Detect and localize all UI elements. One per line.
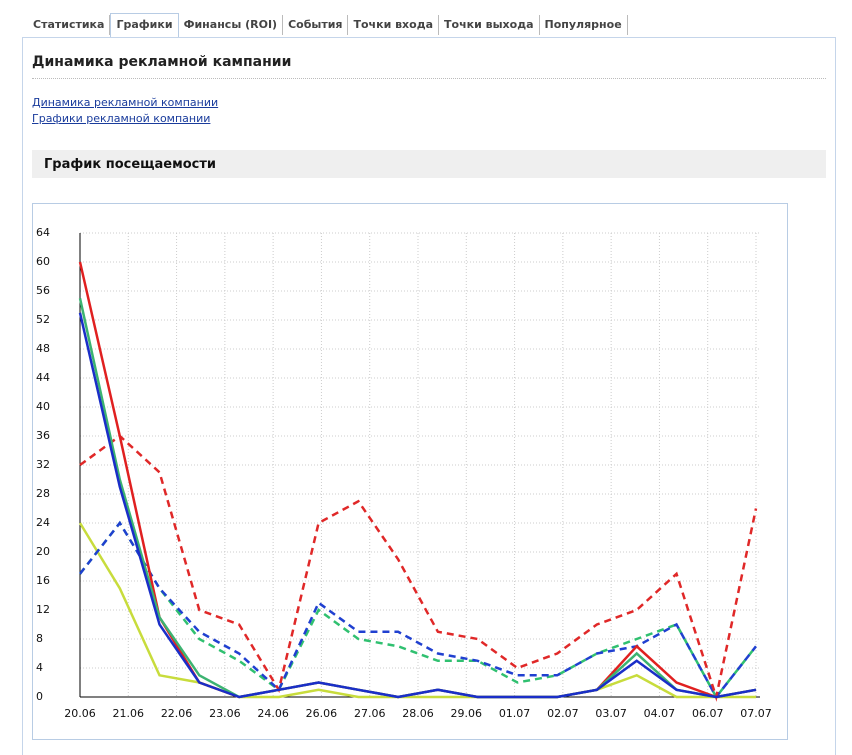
series-line xyxy=(78,522,756,699)
y-tick-label: 8 xyxy=(36,632,43,645)
x-tick-label: 03.07 xyxy=(595,707,627,720)
x-tick-label: 21.06 xyxy=(113,707,144,720)
y-tick-label: 0 xyxy=(36,690,43,703)
y-tick-label: 52 xyxy=(36,313,50,326)
tab[interactable]: Финансы (ROI) xyxy=(179,15,284,35)
chart-box: 0 4 8 12 16 20 24 28 32 36 40 44 48 52 56 60 64 20.06 21.0… xyxy=(32,203,788,740)
y-tick-label: 40 xyxy=(36,400,50,413)
tab[interactable]: Популярное xyxy=(540,15,628,35)
x-tick-label: 29.06 xyxy=(451,707,483,720)
tab[interactable]: Статистика xyxy=(28,15,111,35)
y-tick-label: 20 xyxy=(36,545,50,558)
y-tick-label: 48 xyxy=(36,342,50,355)
y-tick-label: 32 xyxy=(36,458,50,471)
x-tick-label: 26.06 xyxy=(306,707,338,720)
tab[interactable]: События xyxy=(283,15,349,35)
x-tick-label: 06.07 xyxy=(692,707,724,720)
tab[interactable]: Точки выхода xyxy=(439,15,540,35)
tab-bar: Статистика Графики Финансы (ROI) События Точ… xyxy=(28,12,628,38)
y-tick-label: 28 xyxy=(36,487,50,500)
x-tick-label: 07.07 xyxy=(740,707,772,720)
series-line xyxy=(79,434,758,702)
y-tick-label: 36 xyxy=(36,429,50,442)
x-tick-label: 28.06 xyxy=(402,707,434,720)
page-heading: Динамика рекламной кампании xyxy=(32,54,826,79)
x-tick-label: 20.06 xyxy=(64,707,96,720)
x-tick-label: 23.06 xyxy=(209,707,241,720)
x-tick-label: 01.07 xyxy=(499,707,531,720)
tab[interactable]: Точки входа xyxy=(348,15,440,35)
link[interactable]: Графики рекламной компании xyxy=(32,112,211,125)
y-tick-label: 56 xyxy=(36,284,50,297)
x-tick-label: 22.06 xyxy=(161,707,193,720)
y-tick-label: 4 xyxy=(36,661,43,674)
x-tick-label: 24.06 xyxy=(257,707,289,720)
y-tick-label: 24 xyxy=(36,516,50,529)
y-tick-label: 44 xyxy=(36,371,50,384)
y-tick-label: 12 xyxy=(36,603,50,616)
y-tick-label: 64 xyxy=(36,226,50,239)
section-title: График посещаемости xyxy=(44,157,217,172)
x-tick-label: 02.07 xyxy=(547,707,579,720)
x-tick-label: 27.06 xyxy=(354,707,386,720)
y-tick-label: 60 xyxy=(36,255,50,268)
tab[interactable]: Графики xyxy=(110,12,179,38)
x-tick-label: 04.07 xyxy=(644,707,676,720)
series-line xyxy=(79,520,757,700)
series-line xyxy=(79,520,757,700)
series-line xyxy=(78,312,757,699)
link[interactable]: Динамика рекламной компании xyxy=(32,96,219,109)
y-tick-label: 16 xyxy=(36,574,50,587)
section-bar: График посещаемости xyxy=(32,150,826,178)
